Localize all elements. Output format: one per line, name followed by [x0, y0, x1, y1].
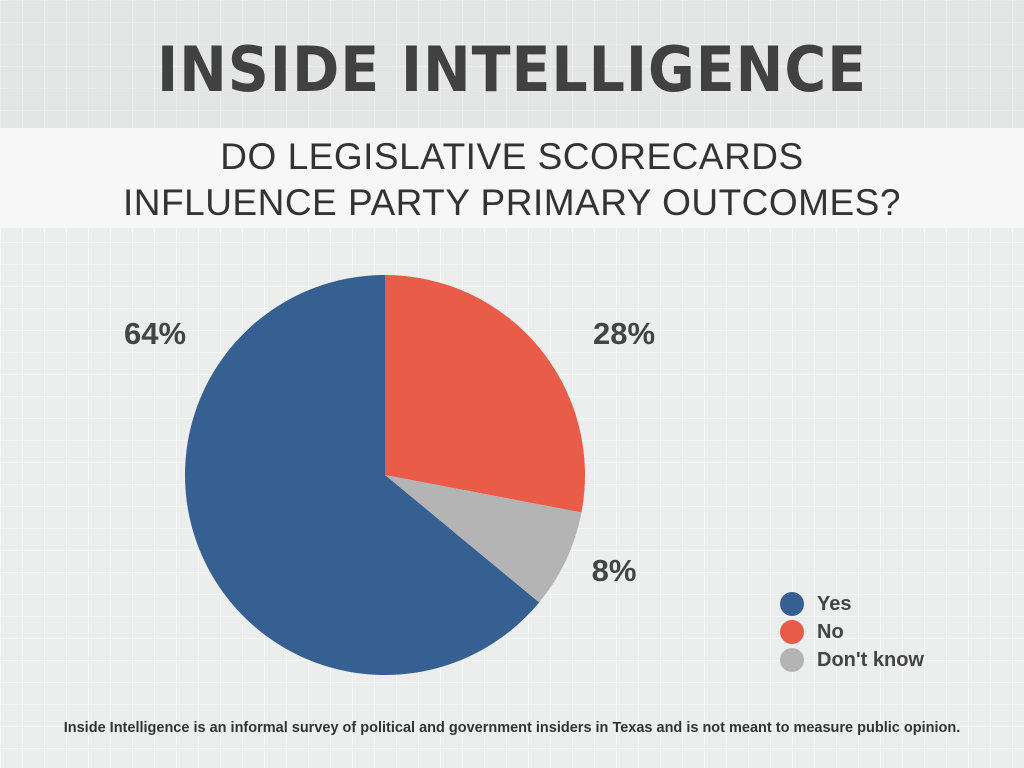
- question-band: [0, 128, 1024, 228]
- legend-swatch-no: [780, 620, 804, 644]
- footnote: Inside Intelligence is an informal surve…: [63, 720, 961, 736]
- legend-swatch-yes: [780, 592, 804, 616]
- legend-item-dont-know: Don't know: [780, 646, 924, 674]
- question-line-1: DO LEGISLATIVE SCORECARDS: [220, 136, 804, 177]
- pie-slice-don-t-know: [385, 475, 582, 603]
- question-line-2: INFLUENCE PARTY PRIMARY OUTCOMES?: [123, 182, 901, 223]
- header-background: [0, 0, 1024, 128]
- legend-label-no: No: [817, 620, 844, 643]
- legend-item-yes: Yes: [780, 590, 924, 618]
- pie-slice-no: [385, 275, 585, 513]
- survey-question: DO LEGISLATIVE SCORECARDS INFLUENCE PART…: [0, 134, 1024, 226]
- data-label-yes: 64%: [124, 316, 186, 351]
- data-label-no: 28%: [593, 316, 655, 351]
- data-label-don-t-know: 8%: [592, 553, 637, 588]
- pie-slice-yes: [184, 275, 540, 675]
- legend-label-yes: Yes: [817, 592, 852, 615]
- legend-label-dont-know: Don't know: [817, 648, 924, 671]
- legend-item-no: No: [780, 618, 924, 646]
- chart-legend: Yes No Don't know: [780, 590, 924, 674]
- page-title: INSIDE INTELLIGENCE: [156, 33, 868, 106]
- legend-swatch-dont-know: [780, 648, 804, 672]
